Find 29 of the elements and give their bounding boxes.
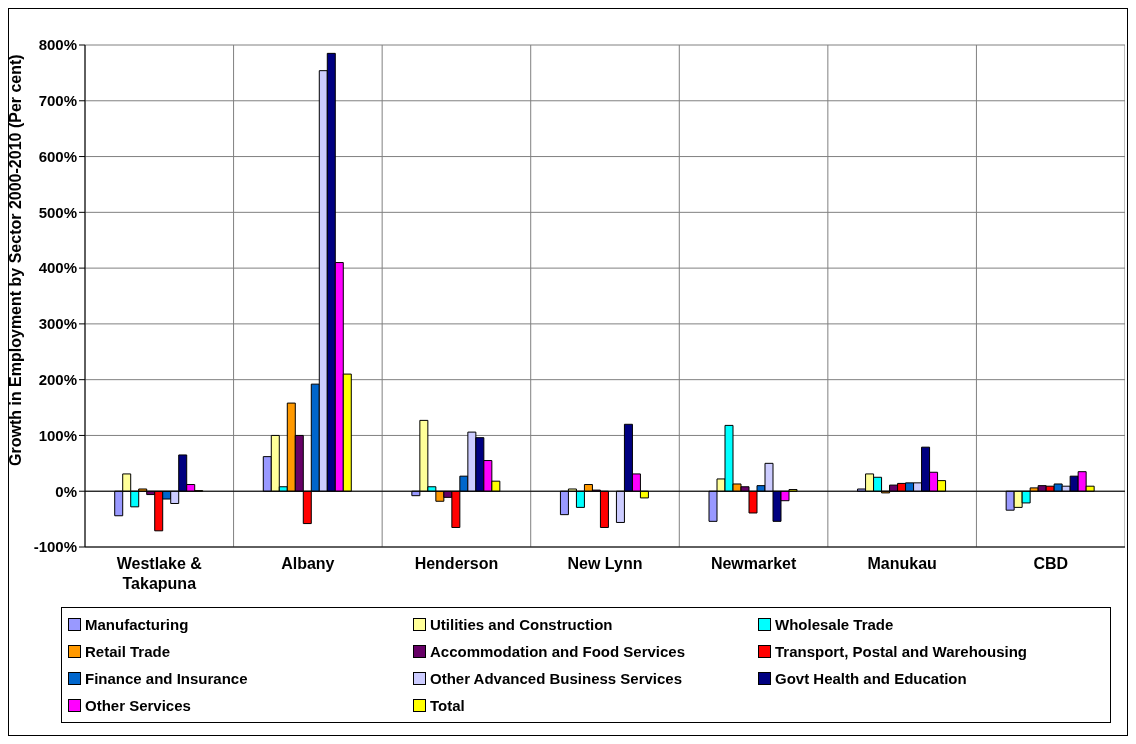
- legend-label: Govt Health and Education: [775, 670, 967, 687]
- y-axis-title: Growth in Employment by Sector 2000-2010 (Per cent): [6, 54, 24, 466]
- y-tick-label: 800%: [38, 36, 77, 54]
- y-tick-label: -100%: [33, 538, 77, 556]
- x-tick-label: Henderson: [414, 555, 499, 572]
- y-tick-label: 400%: [38, 259, 77, 277]
- legend-label: Other Advanced Business Services: [430, 670, 683, 687]
- x-tick-label: New Lynn: [567, 555, 643, 572]
- legend-label: Manufacturing: [85, 616, 189, 633]
- legend-label: Total: [430, 697, 465, 714]
- legend-label: Retail Trade: [85, 643, 171, 660]
- y-tick-label: 300%: [38, 315, 77, 333]
- legend-label: Utilities and Construction: [430, 616, 613, 633]
- y-tick-label: 200%: [38, 370, 77, 388]
- y-tick-label: 500%: [38, 203, 77, 221]
- y-tick-label: 0%: [55, 482, 77, 500]
- x-tick-label: Manukau: [867, 555, 937, 572]
- y-tick-label: 700%: [38, 92, 77, 110]
- legend-label: Wholesale Trade: [775, 616, 894, 633]
- y-tick-label: 600%: [38, 147, 77, 165]
- legend-label: Accommodation and Food Services: [430, 643, 686, 660]
- x-tick-label: Albany: [281, 555, 335, 572]
- x-tick-label: Newmarket: [710, 555, 797, 572]
- x-tick-label: Westlake & Takapuna: [116, 555, 203, 592]
- legend-label: Finance and Insurance: [85, 670, 248, 687]
- legend-label: Transport, Postal and Warehousing: [775, 643, 1027, 660]
- y-tick-label: 100%: [38, 426, 77, 444]
- legend-label: Other Services: [85, 697, 191, 714]
- x-tick-label: CBD: [1033, 555, 1069, 572]
